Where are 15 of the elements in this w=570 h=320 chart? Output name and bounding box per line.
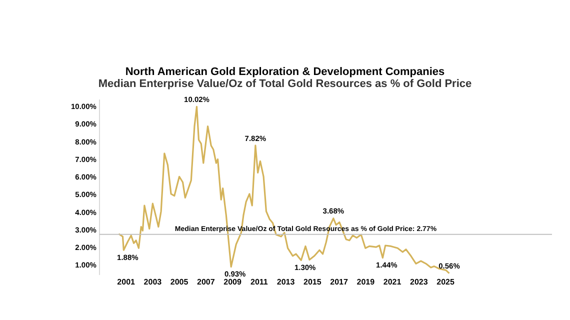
x-tick-label: 2023 (410, 277, 428, 286)
x-tick-label: 2019 (356, 277, 376, 286)
chart-subtitle: Median Enterprise Value/Oz of Total Gold Resources as % of Gold Price (97, 78, 473, 90)
x-tick-label: 2025 (436, 277, 455, 286)
x-tick-label: 2009 (224, 277, 242, 286)
chart-title: North American Gold Exploration & Development Companies (124, 66, 446, 78)
x-tick-label: 2017 (330, 277, 348, 286)
x-tick-label: 2021 (383, 277, 402, 286)
x-tick-label: 2015 (304, 277, 322, 286)
x-tick-label: 2003 (144, 277, 162, 286)
x-tick-label: 2007 (197, 277, 216, 286)
x-tick-label: 2005 (170, 277, 189, 286)
x-tick-label: 2013 (276, 277, 296, 286)
x-tick-label: 2011 (250, 277, 268, 286)
x-tick-label: 2001 (117, 277, 136, 286)
